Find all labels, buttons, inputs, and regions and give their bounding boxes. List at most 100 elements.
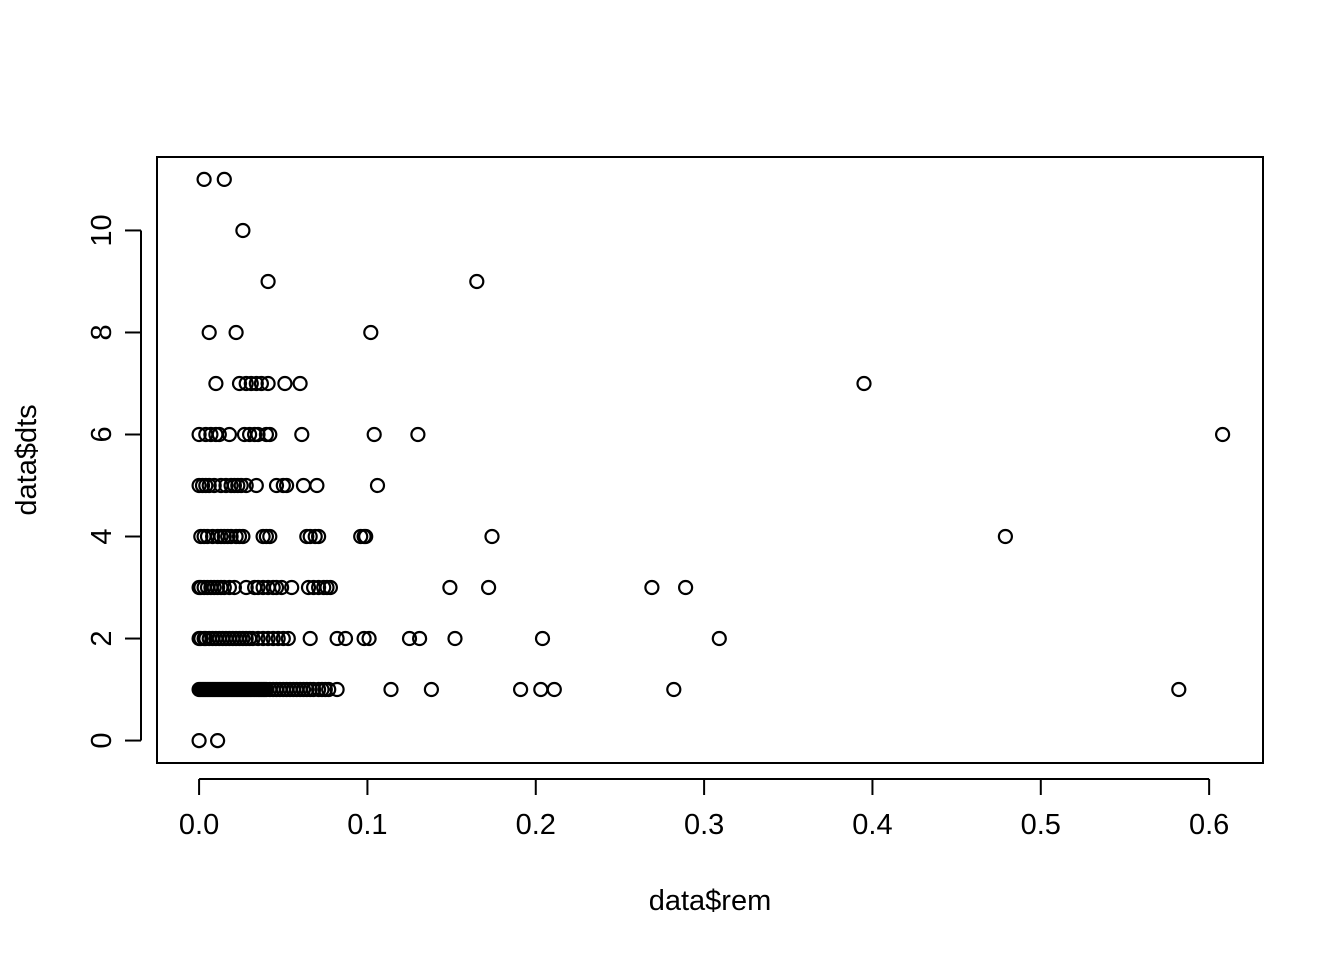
data-point [206, 477, 222, 494]
plot-box [156, 156, 1264, 764]
data-point [262, 426, 278, 443]
points-layer [191, 171, 1231, 749]
data-point [442, 579, 458, 596]
data-point [321, 681, 337, 698]
data-point [666, 681, 682, 698]
data-point [260, 375, 276, 392]
data-point [997, 528, 1014, 545]
data-point [238, 579, 254, 596]
data-point [369, 477, 386, 494]
data-point [242, 426, 258, 443]
data-point [216, 171, 232, 187]
x-tick-label: 0.3 [684, 809, 724, 841]
data-point [216, 579, 232, 596]
data-point [270, 630, 286, 647]
data-point [235, 528, 251, 545]
data-point [268, 579, 285, 596]
data-point [226, 579, 242, 596]
data-point [300, 579, 317, 596]
y-axis: 0 2 4 6 8 10 [86, 214, 142, 749]
y-tick-label: 0 [86, 732, 118, 748]
data-point [311, 528, 327, 545]
data-point [284, 579, 300, 596]
data-point [280, 630, 296, 647]
data-point [309, 477, 325, 494]
data-point [228, 324, 244, 341]
data-point [238, 477, 254, 494]
data-point [250, 630, 266, 647]
data-point [260, 630, 276, 647]
data-point [235, 222, 251, 239]
data-point [223, 528, 239, 545]
y-tick-label: 8 [86, 324, 118, 340]
data-point [238, 375, 254, 392]
data-point [512, 681, 529, 698]
data-point [311, 579, 327, 596]
data-point [201, 324, 217, 341]
data-point [447, 630, 463, 647]
data-point [469, 273, 485, 290]
y-axis-label: data$dts [11, 404, 43, 515]
x-axis-label: data$rem [649, 885, 772, 917]
data-point [201, 477, 217, 494]
x-tick-label: 0.5 [1021, 809, 1061, 841]
data-point [210, 732, 226, 749]
x-axis: 0.0 0.1 0.2 0.3 0.4 0.5 0.6 [179, 778, 1229, 841]
y-tick-label: 10 [86, 214, 118, 246]
data-point [221, 579, 237, 596]
data-point [211, 426, 227, 443]
data-point [233, 477, 249, 494]
data-point [203, 426, 219, 443]
data-point [248, 477, 264, 494]
data-point [268, 477, 285, 494]
data-point [856, 375, 872, 392]
data-point [243, 375, 259, 392]
data-point [412, 630, 428, 647]
y-tick-label: 4 [86, 528, 118, 544]
data-point [221, 426, 237, 443]
data-point [322, 579, 338, 596]
data-point [250, 579, 266, 596]
data-point [410, 426, 426, 443]
data-point [306, 681, 322, 698]
data-point [205, 528, 221, 545]
data-point [191, 426, 207, 443]
data-point [1171, 681, 1187, 698]
data-point [245, 630, 261, 647]
data-point [711, 630, 727, 647]
data-point [191, 732, 207, 749]
data-point [644, 579, 660, 596]
data-point [208, 375, 224, 392]
data-point [363, 324, 379, 341]
data-point [275, 630, 291, 647]
x-tick-label: 0.1 [347, 809, 387, 841]
data-point [231, 375, 248, 392]
data-point [302, 528, 318, 545]
data-point [253, 375, 269, 392]
data-point [1214, 426, 1231, 443]
data-point [274, 579, 290, 596]
data-point [292, 375, 308, 392]
data-point [250, 426, 266, 443]
data-point [329, 630, 345, 647]
x-tick-label: 0.0 [179, 809, 219, 841]
data-point [277, 375, 293, 392]
data-point [295, 477, 312, 494]
data-point [329, 681, 345, 698]
data-point [481, 579, 497, 596]
data-point [337, 630, 354, 647]
data-point [279, 477, 295, 494]
data-point [533, 681, 549, 698]
data-point [356, 630, 372, 647]
data-point [255, 630, 271, 647]
x-tick-label: 0.4 [852, 809, 892, 841]
data-point [248, 375, 264, 392]
data-point [401, 630, 418, 647]
data-point [196, 171, 212, 187]
data-point [294, 426, 310, 443]
data-point [262, 528, 278, 545]
data-point [677, 579, 694, 596]
y-tick-label: 2 [86, 630, 118, 646]
y-tick-label: 6 [86, 426, 118, 442]
